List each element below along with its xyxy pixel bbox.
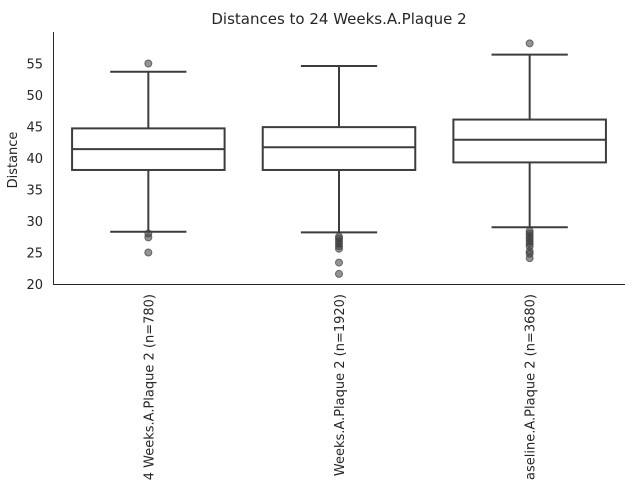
category-labels: 24 Weeks.A.Plaque 2 (n=780) 12 Weeks.A.Pl… [142,294,538,480]
box-series [71,39,607,278]
y-tick-label: 35 [26,184,43,199]
outlier-point [335,244,343,253]
iqr-box [452,118,607,164]
category-label: 12 Weeks.A.Plaque 2 (n=1920) [333,294,348,480]
outlier-point [144,248,153,257]
outlier-point [335,269,343,278]
category-label: 24 Weeks.A.Plaque 2 (n=780) [142,294,157,480]
y-tick-label: 20 [26,278,43,293]
outlier-point [144,59,153,68]
y-tick-label: 40 [26,152,43,167]
y-tick-label: 50 [26,89,43,104]
box-group [261,65,417,278]
chart-title: Distances to 24 Weeks.A.Plaque 2 [211,10,466,28]
y-tick-label: 55 [26,58,43,73]
iqr-box [261,126,417,171]
box-group [71,59,226,257]
outlier-point [525,39,534,48]
outlier-point [144,233,153,242]
box-group [452,39,607,263]
y-tick-labels: 20 25 30 35 40 45 50 55 [26,58,43,294]
outlier-point [525,254,534,263]
y-tick-label: 25 [26,247,43,262]
y-axis-label: Distance [6,132,21,189]
y-tick-label: 30 [26,215,43,230]
outlier-point [335,258,343,267]
y-tick-label: 45 [26,121,43,136]
category-label: Baseline.A.Plaque 2 (n=3680) [524,294,539,480]
